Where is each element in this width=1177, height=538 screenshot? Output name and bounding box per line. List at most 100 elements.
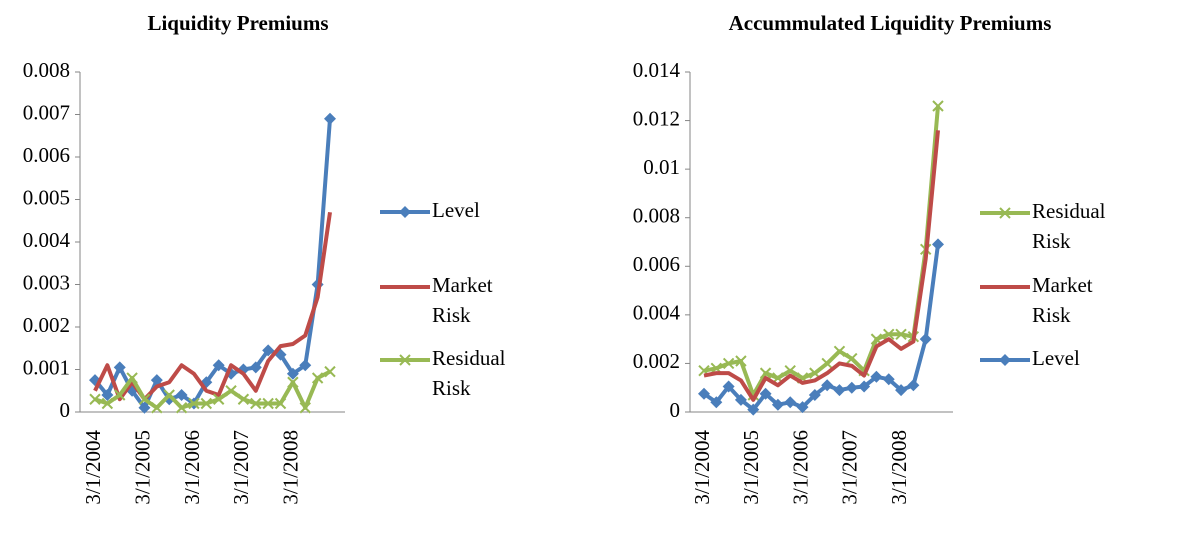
series-line — [94, 369, 331, 410]
marker — [150, 374, 163, 387]
legend-label: Market Risk — [1032, 273, 1093, 327]
y-tick-label: 0.006 — [23, 143, 70, 167]
marker — [113, 361, 126, 374]
marker — [747, 403, 760, 416]
legend-label: Level — [1032, 346, 1080, 370]
marker — [237, 393, 250, 405]
x-tick-label: 3/1/2005 — [130, 430, 154, 505]
marker — [895, 384, 908, 397]
marker — [175, 402, 188, 414]
marker — [919, 333, 932, 346]
marker — [188, 397, 200, 410]
marker — [262, 344, 275, 357]
y-tick-label: 0.012 — [633, 106, 680, 130]
marker — [808, 389, 821, 401]
marker — [126, 372, 138, 384]
x-tick-label: 3/1/2008 — [279, 430, 303, 505]
marker — [833, 384, 846, 397]
marker — [759, 367, 772, 379]
marker — [999, 207, 1011, 219]
marker — [299, 402, 311, 414]
marker — [735, 355, 747, 367]
y-tick-label: 0.005 — [23, 185, 70, 209]
marker — [274, 397, 287, 410]
marker — [882, 373, 895, 386]
marker — [784, 365, 796, 377]
marker — [138, 401, 151, 414]
marker — [858, 380, 871, 393]
marker — [846, 352, 858, 365]
chart-title: Accummulated Liquidity Premiums — [729, 11, 1052, 35]
marker — [163, 389, 175, 401]
marker — [796, 401, 809, 414]
legend-label: Residual Risk — [1032, 199, 1106, 253]
marker — [821, 379, 834, 392]
marker — [151, 402, 163, 414]
marker — [833, 345, 846, 357]
marker — [212, 393, 225, 405]
marker — [225, 385, 237, 397]
chart: Liquidity Premiums 0 0.001 0.002 0.003 0.004 0… — [23, 11, 506, 505]
marker — [784, 396, 797, 409]
x-tick-label: 3/1/2004 — [690, 430, 714, 505]
marker — [999, 354, 1011, 366]
marker — [821, 357, 833, 370]
x-tick-label: 3/1/2005 — [739, 430, 763, 505]
marker — [311, 372, 324, 384]
marker — [287, 376, 299, 388]
x-tick-label: 3/1/2006 — [180, 430, 204, 505]
marker — [907, 379, 920, 392]
marker — [932, 100, 944, 112]
y-tick-label: 0.004 — [633, 301, 681, 325]
y-tick-label: 0 — [60, 398, 71, 422]
series-line — [703, 105, 940, 397]
marker — [895, 328, 907, 340]
legend-label: Level — [432, 198, 480, 222]
x-tick-label: 3/1/2007 — [838, 430, 862, 505]
marker — [399, 206, 411, 218]
marker — [324, 365, 336, 378]
marker — [870, 370, 883, 383]
marker — [200, 397, 213, 410]
marker — [932, 238, 944, 251]
marker — [722, 357, 735, 370]
marker — [771, 398, 784, 411]
y-tick-label: 0.006 — [633, 252, 680, 276]
marker — [324, 112, 336, 125]
y-tick-label: 0.01 — [643, 155, 680, 179]
x-tick-label: 3/1/2007 — [229, 430, 253, 505]
marker — [845, 381, 858, 394]
marker — [89, 393, 101, 405]
marker — [734, 393, 747, 406]
marker — [710, 396, 723, 409]
y-tick-label: 0.008 — [23, 58, 70, 82]
y-tick-label: 0.014 — [633, 58, 681, 82]
marker — [883, 328, 895, 340]
y-tick-label: 0.002 — [23, 313, 70, 337]
y-tick-label: 0.004 — [23, 228, 71, 252]
series-line — [702, 244, 940, 412]
series-line — [703, 130, 940, 402]
marker — [759, 387, 772, 400]
y-tick-label: 0.002 — [633, 349, 680, 373]
y-tick-label: 0.008 — [633, 204, 680, 228]
marker — [114, 389, 126, 401]
y-tick-label: 0 — [670, 398, 681, 422]
y-tick-label: 0.001 — [23, 355, 70, 379]
marker — [299, 359, 312, 372]
legend-label: Residual Risk — [432, 346, 506, 400]
marker — [175, 389, 188, 401]
x-tick-label: 3/1/2004 — [81, 430, 105, 505]
marker — [101, 389, 114, 401]
chart-title: Liquidity Premiums — [147, 11, 328, 35]
legend-label: Market Risk — [432, 273, 493, 327]
marker — [286, 367, 299, 380]
marker — [698, 387, 710, 400]
marker — [138, 393, 151, 405]
marker — [249, 361, 262, 374]
y-tick-label: 0.003 — [23, 270, 70, 294]
series-line — [93, 118, 332, 410]
marker — [250, 397, 262, 410]
x-tick-label: 3/1/2008 — [887, 430, 911, 505]
